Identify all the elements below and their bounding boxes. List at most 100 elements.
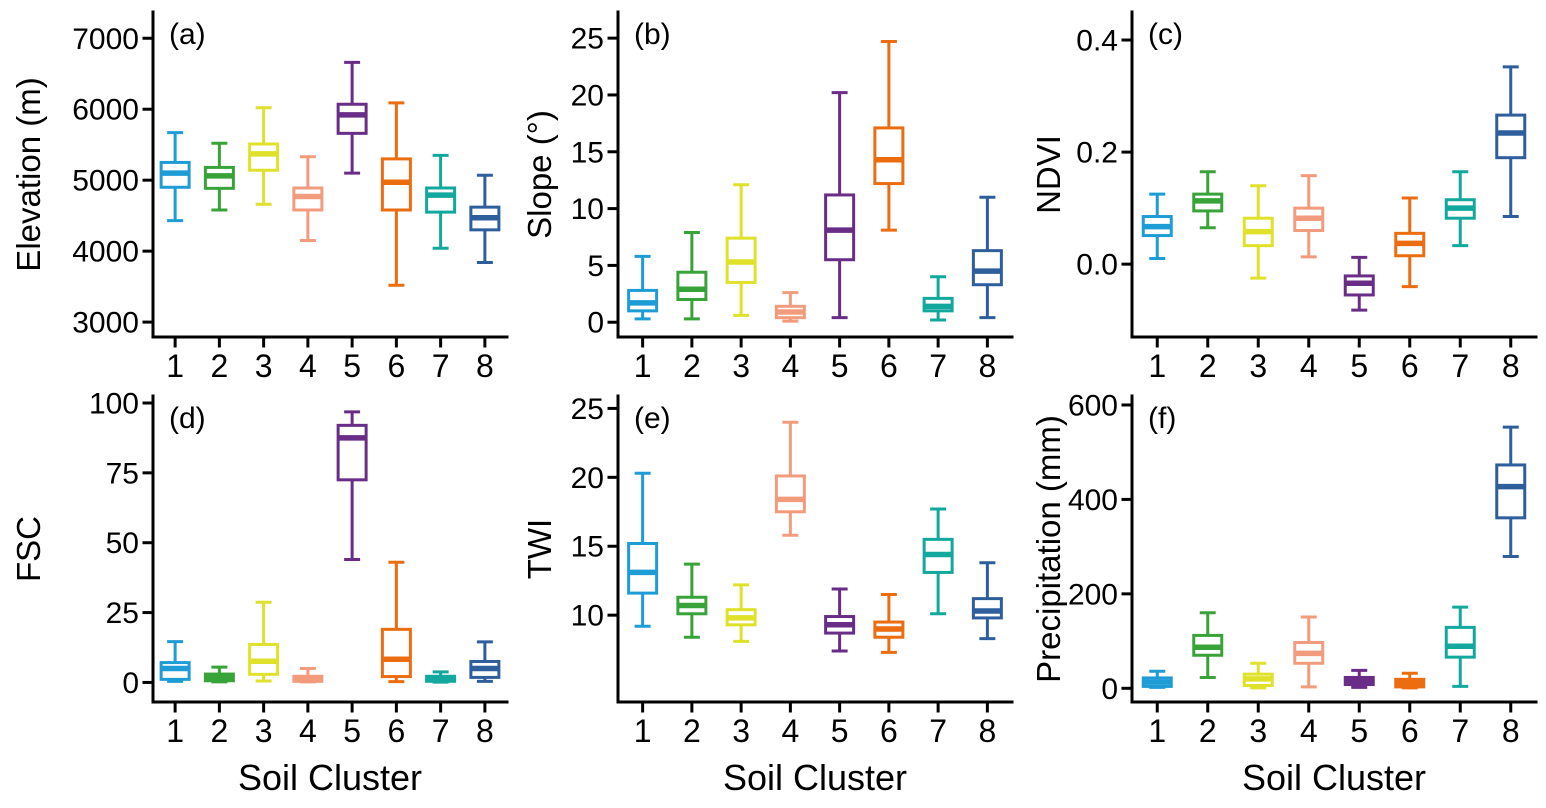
boxplot-cluster-6 xyxy=(873,40,905,232)
panel-a-chart: 3000 4000 5000 6000 7000 1 2 3 4 5 6 7 8 Elevation (m… xyxy=(10,10,509,384)
boxplot-cluster-5 xyxy=(824,91,856,320)
svg-text:10: 10 xyxy=(571,193,604,226)
svg-text:4000: 4000 xyxy=(72,236,139,269)
panel-letter: (f) xyxy=(1148,402,1176,435)
boxplot-cluster-1 xyxy=(159,640,191,683)
y-tick-labels: 0 200 400 600 xyxy=(1068,390,1118,706)
axes xyxy=(607,10,1014,348)
svg-text:7: 7 xyxy=(1451,713,1469,749)
boxplot-cluster-1 xyxy=(1141,192,1173,261)
svg-text:5: 5 xyxy=(587,250,604,283)
panel-b: 0 5 10 15 20 25 1 2 3 4 5 6 7 8 Slope (°) (b) xyxy=(515,0,1030,390)
svg-text:5: 5 xyxy=(1350,713,1368,749)
y-axis-label: TWI xyxy=(521,519,558,579)
svg-text:5000: 5000 xyxy=(72,165,139,198)
panel-a: 3000 4000 5000 6000 7000 1 2 3 4 5 6 7 8 Elevation (m… xyxy=(0,0,515,390)
svg-text:50: 50 xyxy=(106,527,139,560)
boxplot-cluster-8 xyxy=(469,640,501,683)
svg-text:2: 2 xyxy=(683,713,701,749)
svg-text:5: 5 xyxy=(831,348,849,384)
svg-text:0: 0 xyxy=(1101,673,1118,706)
svg-text:4: 4 xyxy=(299,713,317,749)
boxplot-cluster-6 xyxy=(873,592,905,654)
svg-text:2: 2 xyxy=(210,713,228,749)
boxplot-cluster-3 xyxy=(725,183,757,317)
boxplot-cluster-1 xyxy=(627,254,659,321)
y-axis-label: Slope (°) xyxy=(521,110,558,239)
boxplot-cluster-7 xyxy=(1444,605,1476,688)
svg-text:15: 15 xyxy=(571,531,604,564)
boxplot-cluster-2 xyxy=(676,562,708,639)
boxplot-cluster-5 xyxy=(1343,255,1375,312)
boxplot-cluster-2 xyxy=(1192,170,1224,230)
svg-text:2: 2 xyxy=(1199,348,1217,384)
x-axis-title: Soil Cluster xyxy=(723,757,907,798)
svg-text:6: 6 xyxy=(1401,713,1419,749)
svg-text:0.4: 0.4 xyxy=(1076,25,1118,58)
panel-letter: (c) xyxy=(1148,18,1183,51)
boxplot-cluster-5 xyxy=(824,587,856,653)
y-tick-labels: 10 15 20 25 xyxy=(571,393,604,633)
svg-text:75: 75 xyxy=(106,457,139,490)
panel-c: 0.0 0.2 0.4 1 2 3 4 5 6 7 8 NDVI (c) xyxy=(1030,0,1546,390)
y-tick-labels: 0 5 10 15 20 25 xyxy=(571,23,604,340)
boxplot-cluster-7 xyxy=(922,507,954,616)
boxplot-cluster-8 xyxy=(1495,65,1527,219)
svg-text:8: 8 xyxy=(1502,348,1520,384)
boxplot-cluster-1 xyxy=(1141,669,1173,689)
boxplot-cluster-8 xyxy=(1495,425,1527,559)
svg-text:2: 2 xyxy=(683,348,701,384)
svg-text:4: 4 xyxy=(781,348,799,384)
svg-text:6: 6 xyxy=(387,348,405,384)
svg-text:20: 20 xyxy=(571,79,604,112)
svg-text:5: 5 xyxy=(831,713,849,749)
panel-f: 0 200 400 600 1 2 3 4 5 6 7 8 Precipitation (mm) (f) S… xyxy=(1030,390,1546,808)
svg-text:6: 6 xyxy=(1401,348,1419,384)
svg-text:20: 20 xyxy=(571,462,604,495)
svg-text:2: 2 xyxy=(210,348,228,384)
axes xyxy=(142,394,509,713)
boxplot-cluster-7 xyxy=(425,153,457,250)
boxplot-cluster-4 xyxy=(1293,174,1325,259)
boxplot-cluster-3 xyxy=(1242,184,1274,280)
svg-text:3: 3 xyxy=(255,348,273,384)
panel-letter: (b) xyxy=(634,18,671,51)
boxplot-cluster-6 xyxy=(1394,671,1426,690)
svg-text:400: 400 xyxy=(1068,484,1118,517)
boxplot-cluster-8 xyxy=(971,561,1003,641)
x-axis-title: Soil Cluster xyxy=(1242,757,1426,798)
svg-text:600: 600 xyxy=(1068,390,1118,422)
svg-text:1: 1 xyxy=(1148,348,1166,384)
svg-text:3: 3 xyxy=(732,348,750,384)
y-axis-label: Elevation (m) xyxy=(10,77,47,271)
y-tick-labels: 3000 4000 5000 6000 7000 xyxy=(72,23,139,340)
svg-text:1: 1 xyxy=(1148,713,1166,749)
svg-text:1: 1 xyxy=(166,713,184,749)
boxplot-cluster-3 xyxy=(248,106,280,206)
boxplot-cluster-4 xyxy=(774,420,806,537)
svg-text:5: 5 xyxy=(343,348,361,384)
boxplot-cluster-3 xyxy=(725,583,757,643)
boxplot-cluster-5 xyxy=(336,410,368,561)
y-tick-labels: 0.0 0.2 0.4 xyxy=(1076,25,1118,282)
svg-text:10: 10 xyxy=(571,600,604,633)
svg-text:7000: 7000 xyxy=(72,23,139,56)
y-axis-label: FSC xyxy=(10,516,47,582)
axes xyxy=(142,10,509,348)
boxplot-cluster-4 xyxy=(774,291,806,323)
boxplot-cluster-8 xyxy=(469,173,501,264)
svg-text:8: 8 xyxy=(978,348,996,384)
boxplot-cluster-8 xyxy=(971,195,1003,320)
panel-f-chart: 0 200 400 600 1 2 3 4 5 6 7 8 Precipitation (mm) (f) S… xyxy=(1030,390,1538,798)
svg-text:4: 4 xyxy=(1300,348,1318,384)
svg-text:4: 4 xyxy=(1300,713,1318,749)
boxplot-cluster-7 xyxy=(1444,170,1476,248)
svg-text:0: 0 xyxy=(122,667,139,700)
svg-text:5: 5 xyxy=(1350,348,1368,384)
